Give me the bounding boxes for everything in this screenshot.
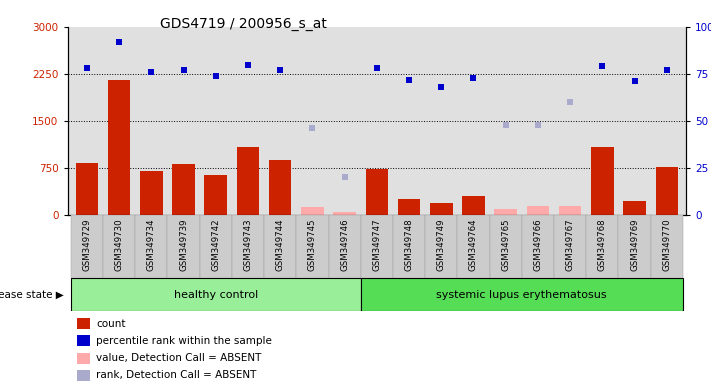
Text: GSM349743: GSM349743 bbox=[243, 218, 252, 271]
Text: systemic lupus erythematosus: systemic lupus erythematosus bbox=[437, 290, 607, 300]
Bar bbox=[462, 195, 485, 215]
Text: count: count bbox=[96, 318, 126, 329]
Bar bbox=[333, 212, 356, 215]
Bar bbox=[103, 215, 135, 278]
Text: GSM349749: GSM349749 bbox=[437, 218, 446, 271]
Bar bbox=[167, 215, 200, 278]
Text: GSM349748: GSM349748 bbox=[405, 218, 414, 271]
Bar bbox=[328, 215, 360, 278]
Bar bbox=[365, 169, 388, 215]
Bar bbox=[108, 80, 130, 215]
Text: GSM349746: GSM349746 bbox=[340, 218, 349, 271]
Text: disease state ▶: disease state ▶ bbox=[0, 290, 64, 300]
Bar bbox=[430, 204, 452, 215]
Text: percentile rank within the sample: percentile rank within the sample bbox=[96, 336, 272, 346]
Text: GSM349730: GSM349730 bbox=[114, 218, 124, 271]
Bar bbox=[77, 335, 90, 346]
Bar bbox=[393, 215, 425, 278]
Text: rank, Detection Call = ABSENT: rank, Detection Call = ABSENT bbox=[96, 370, 257, 381]
Text: GSM349744: GSM349744 bbox=[276, 218, 284, 271]
Bar bbox=[232, 215, 264, 278]
Bar bbox=[205, 175, 227, 215]
Bar bbox=[172, 164, 195, 215]
Bar bbox=[619, 215, 651, 278]
Text: GSM349742: GSM349742 bbox=[211, 218, 220, 271]
Text: value, Detection Call = ABSENT: value, Detection Call = ABSENT bbox=[96, 353, 262, 363]
Bar bbox=[554, 215, 587, 278]
Text: GSM349765: GSM349765 bbox=[501, 218, 510, 271]
Text: GSM349745: GSM349745 bbox=[308, 218, 317, 271]
Bar bbox=[264, 215, 296, 278]
Text: GSM349739: GSM349739 bbox=[179, 218, 188, 271]
Bar bbox=[301, 207, 324, 215]
Text: GSM349729: GSM349729 bbox=[82, 218, 92, 271]
Bar bbox=[397, 199, 420, 215]
Text: GSM349734: GSM349734 bbox=[146, 218, 156, 271]
Bar bbox=[140, 171, 163, 215]
Text: GSM349766: GSM349766 bbox=[533, 218, 542, 271]
Bar bbox=[135, 215, 167, 278]
Bar bbox=[77, 353, 90, 364]
Bar bbox=[71, 278, 360, 311]
Text: GSM349764: GSM349764 bbox=[469, 218, 478, 271]
Bar bbox=[624, 200, 646, 215]
Bar bbox=[522, 215, 554, 278]
Bar bbox=[494, 209, 517, 215]
Text: GSM349768: GSM349768 bbox=[598, 218, 607, 271]
Bar bbox=[587, 215, 619, 278]
Bar bbox=[75, 163, 98, 215]
Bar bbox=[559, 206, 582, 215]
Bar bbox=[296, 215, 328, 278]
Text: GDS4719 / 200956_s_at: GDS4719 / 200956_s_at bbox=[160, 17, 327, 31]
Bar bbox=[360, 215, 393, 278]
Text: healthy control: healthy control bbox=[173, 290, 258, 300]
Bar bbox=[651, 215, 683, 278]
Text: GSM349767: GSM349767 bbox=[566, 218, 574, 271]
Text: GSM349770: GSM349770 bbox=[662, 218, 671, 271]
Bar bbox=[527, 206, 549, 215]
Bar bbox=[77, 370, 90, 381]
Bar bbox=[490, 215, 522, 278]
Bar bbox=[269, 161, 292, 215]
Bar bbox=[71, 215, 103, 278]
Bar bbox=[200, 215, 232, 278]
Bar bbox=[656, 167, 678, 215]
Bar bbox=[591, 147, 614, 215]
Bar bbox=[77, 318, 90, 329]
Text: GSM349769: GSM349769 bbox=[630, 218, 639, 271]
Bar bbox=[237, 147, 260, 215]
Bar bbox=[457, 215, 490, 278]
Bar bbox=[360, 278, 683, 311]
Text: GSM349747: GSM349747 bbox=[373, 218, 381, 271]
Bar bbox=[425, 215, 457, 278]
